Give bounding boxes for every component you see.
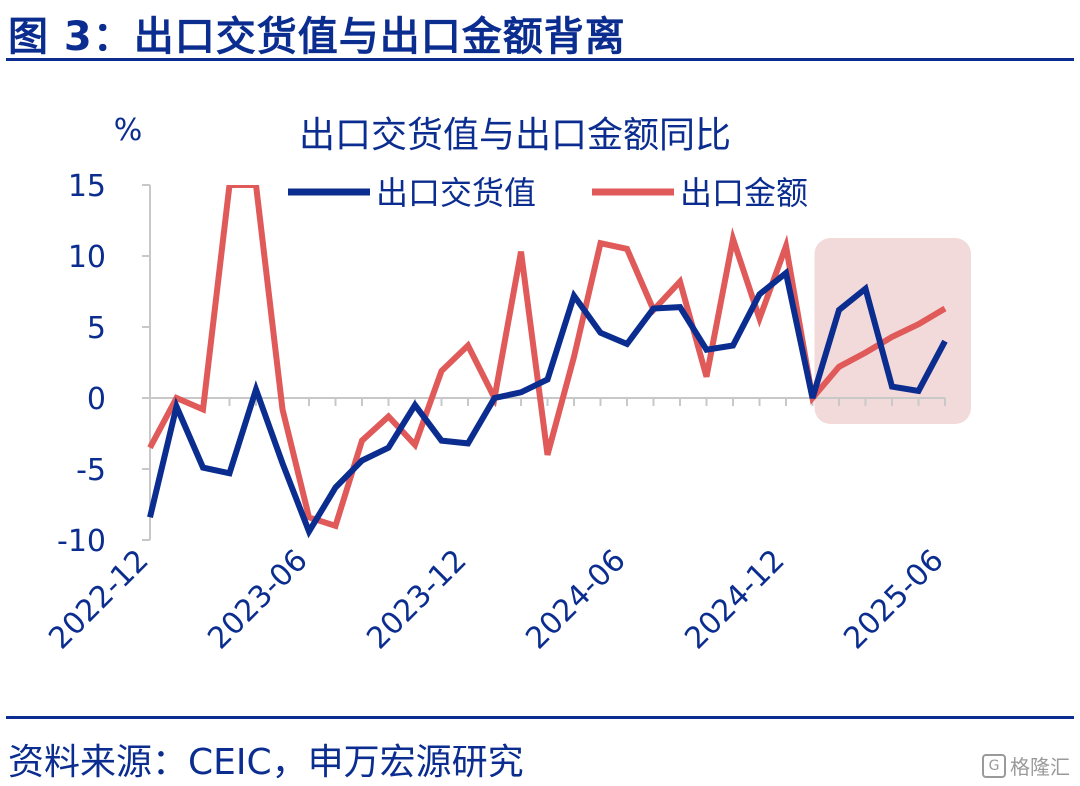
y-tick-label: 5 — [87, 311, 106, 346]
figure-title: 图 3：出口交货值与出口金额背离 — [8, 14, 626, 60]
bottom-rule — [6, 716, 1074, 719]
legend: 出口交货值 出口金额 — [288, 174, 808, 212]
y-tick-label: -10 — [57, 524, 106, 559]
x-tick-label: 2023-12 — [360, 543, 473, 656]
highlight-box — [814, 238, 971, 424]
x-tick-label: 2023-06 — [201, 543, 314, 656]
series-line-delivery — [147, 267, 948, 539]
x-tick-label: 2024-06 — [519, 543, 632, 656]
watermark-logo-icon: G — [982, 753, 1006, 778]
legend-label: 出口金额 — [680, 174, 808, 212]
source-note: 资料来源：CEIC，申万宏源研究 — [8, 742, 524, 783]
legend-label: 出口交货值 — [376, 174, 536, 212]
watermark: G 格隆汇 — [982, 751, 1070, 780]
x-tick-label: 2025-06 — [837, 543, 950, 656]
y-tick-label: 15 — [68, 169, 106, 204]
x-tick-label: 2024-12 — [678, 543, 791, 656]
chart-title: 出口交货值与出口金额同比 — [299, 115, 731, 156]
y-tick-label: 0 — [87, 382, 106, 417]
y-tick-label: -5 — [76, 453, 106, 488]
y-tick-label: 10 — [68, 240, 106, 275]
y-unit-label: % — [114, 113, 143, 148]
highlight-layer — [814, 238, 971, 424]
top-rule — [6, 58, 1074, 61]
series-layer — [147, 185, 948, 539]
watermark-text: 格隆汇 — [1010, 755, 1070, 779]
x-tick-label: 2022-12 — [42, 543, 155, 656]
